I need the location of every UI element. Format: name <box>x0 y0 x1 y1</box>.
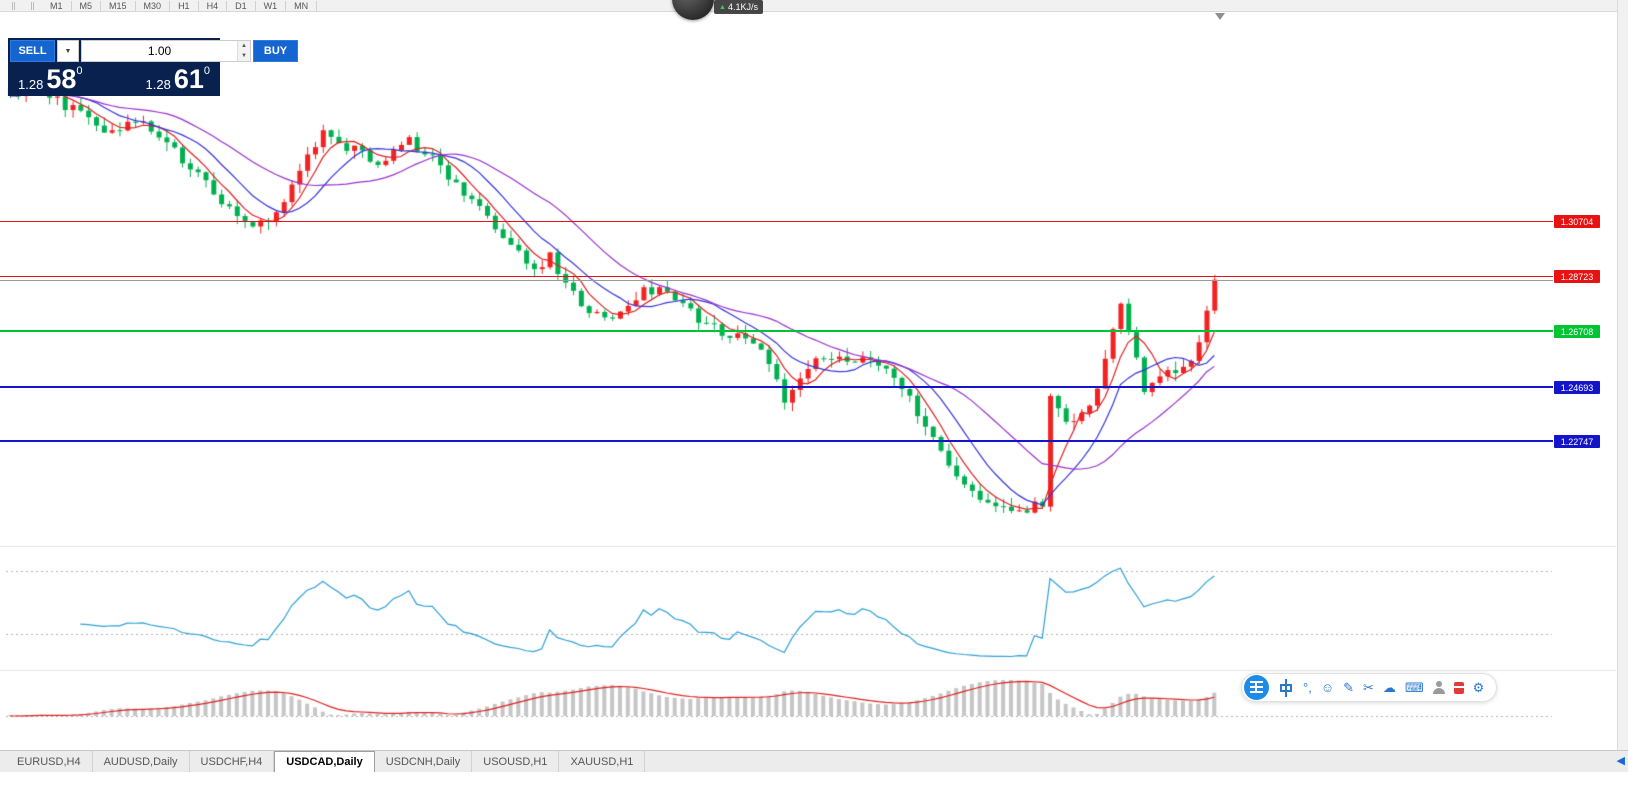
skin-gift-icon[interactable] <box>1453 681 1464 694</box>
buy-price-big: 61 <box>173 64 204 94</box>
toolbar-grip[interactable] <box>31 1 34 10</box>
buy-price-sup: 0 <box>203 65 210 77</box>
tab-audusd[interactable]: AUDUSD,Daily <box>93 751 190 772</box>
cloud-icon[interactable]: ☁ <box>1382 680 1396 695</box>
price-level-tag: 1.30704 <box>1554 215 1600 228</box>
tab-usdcad[interactable]: USDCAD,Daily <box>274 751 375 772</box>
ime-logo-icon[interactable] <box>1244 675 1269 700</box>
tab-xauusd[interactable]: XAUUSD,H1 <box>559 751 646 772</box>
chart-shift-triangle-icon[interactable] <box>1215 13 1225 20</box>
volume-dropdown[interactable]: ▼ <box>57 40 79 62</box>
timeframe-btn-h4[interactable]: H4 <box>199 0 228 11</box>
timeframe-btn-m30[interactable]: M30 <box>136 0 171 11</box>
punctuation-icon[interactable]: °, <box>1303 680 1312 695</box>
handwriting-pen-icon[interactable]: ✎ <box>1343 680 1354 695</box>
level-line-1.22747[interactable] <box>0 440 1553 442</box>
timeframe-btn-d1[interactable]: D1 <box>227 0 256 11</box>
sell-price-prefix: 1.28 <box>18 77 44 92</box>
tab-eurusd[interactable]: EURUSD,H4 <box>6 751 93 772</box>
tab-usdchf[interactable]: USDCHF,H4 <box>190 751 275 772</box>
price-level-tag: 1.26708 <box>1554 325 1600 338</box>
chinese-mode-icon[interactable] <box>1278 678 1294 697</box>
price-level-tag: 1.24693 <box>1554 381 1600 394</box>
spinner-down-icon[interactable]: ▼ <box>238 51 250 61</box>
chart-tabs-bar: EURUSD,H4 AUDUSD,Daily USDCHF,H4 USDCAD,Dai… <box>0 750 1628 772</box>
sell-price-sup: 0 <box>76 65 83 77</box>
sell-button[interactable]: SELL <box>10 40 55 62</box>
timeframe-btn-h1[interactable]: H1 <box>170 0 199 11</box>
keyboard-icon[interactable]: ⌨ <box>1404 680 1424 695</box>
speed-overlay-label: ▲ 4.1KJ/s <box>714 0 763 14</box>
chevron-down-icon: ▼ <box>64 47 72 55</box>
toolbar-grip[interactable] <box>12 1 15 10</box>
upload-arrow-icon: ▲ <box>719 3 726 11</box>
volume-input[interactable] <box>82 41 237 61</box>
speed-overlay-ball[interactable] <box>672 0 714 20</box>
timeframe-btn-m5[interactable]: M5 <box>72 0 102 11</box>
level-line-1.30704[interactable] <box>0 221 1553 222</box>
timeframe-btn-m1[interactable]: M1 <box>42 0 72 11</box>
price-level-tag: 1.28723 <box>1554 270 1600 283</box>
bid-price-line <box>0 280 1553 281</box>
scissors-icon[interactable]: ✂ <box>1363 680 1374 695</box>
settings-gear-icon[interactable]: ⚙ <box>1472 680 1485 695</box>
account-person-icon[interactable] <box>1432 681 1445 694</box>
price-level-tag: 1.22747 <box>1554 435 1600 448</box>
timeframe-toolbar: M1 M5 M15 M30 H1 H4 D1 W1 MN <box>0 0 1617 12</box>
sell-price: 1.28 58 0 <box>18 62 82 94</box>
right-scrollbar[interactable] <box>1617 0 1628 751</box>
speed-text: 4.1KJ/s <box>727 2 758 12</box>
tab-usousd[interactable]: USOUSD,H1 <box>472 751 560 772</box>
timeframe-btn-w1[interactable]: W1 <box>256 0 287 11</box>
level-line-1.24693[interactable] <box>0 386 1553 388</box>
volume-spinner: ▲ ▼ <box>237 41 250 61</box>
buy-button[interactable]: BUY <box>253 40 298 62</box>
spinner-up-icon[interactable]: ▲ <box>238 41 250 51</box>
timeframe-btn-mn[interactable]: MN <box>286 0 318 11</box>
ime-toolbar: °, ☺ ✎ ✂ ☁ ⌨ ⚙ <box>1241 673 1498 702</box>
one-click-trading-panel: SELL ▼ ▲ ▼ BUY 1.28 58 0 1.28 61 0 <box>8 38 298 96</box>
level-line-1.28723[interactable] <box>0 276 1553 277</box>
sell-price-big: 58 <box>46 64 77 94</box>
chart-tab-list: EURUSD,H4 AUDUSD,Daily USDCHF,H4 USDCAD,Dai… <box>0 751 646 772</box>
buy-price: 1.28 61 0 <box>146 62 210 94</box>
buy-price-prefix: 1.28 <box>145 77 171 92</box>
tab-usdcnh[interactable]: USDCNH,Daily <box>375 751 473 772</box>
timeframe-btn-m15[interactable]: M15 <box>101 0 136 11</box>
tabs-scroll-left-icon[interactable]: ◀ <box>1616 755 1625 767</box>
emoji-icon[interactable]: ☺ <box>1320 680 1335 695</box>
level-line-1.26708[interactable] <box>0 330 1553 332</box>
